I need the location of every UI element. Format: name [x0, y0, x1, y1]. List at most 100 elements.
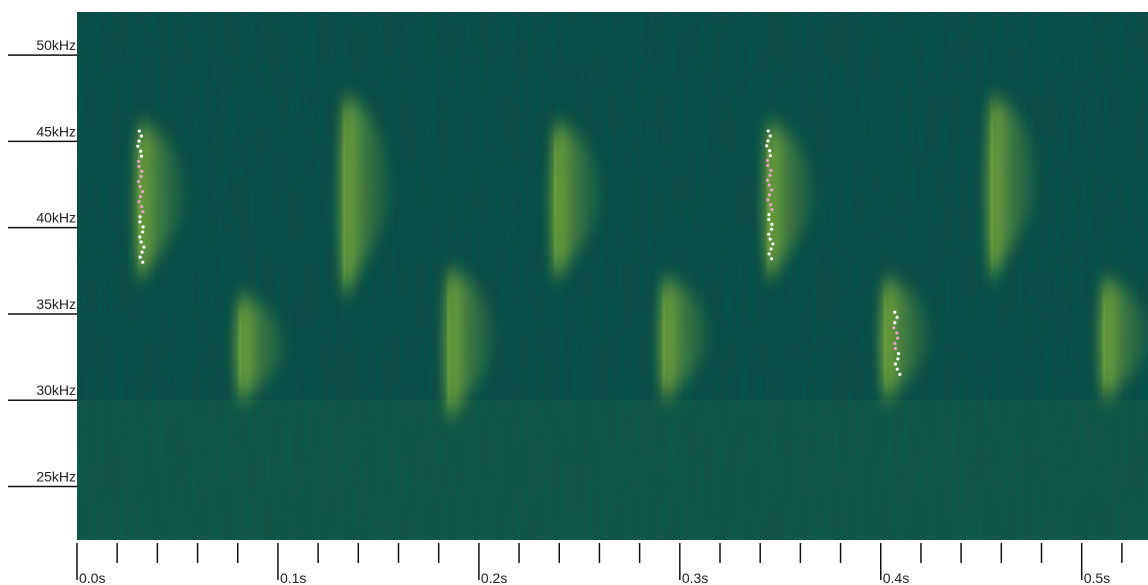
call-glow [236, 296, 290, 401]
low-band-tint [77, 400, 1148, 540]
y-tick-label: 30kHz [36, 382, 76, 398]
detection-point [139, 134, 143, 138]
detection-point [137, 164, 141, 168]
x-tick-label: 0.5s [1084, 570, 1110, 585]
detection-point [895, 315, 899, 320]
detection-point [141, 210, 145, 214]
detection-point [138, 235, 142, 239]
detection-point [893, 310, 897, 314]
detection-point [895, 331, 899, 335]
detection-point [766, 129, 770, 133]
call-glow [445, 270, 499, 418]
call-glow [1100, 279, 1148, 401]
detection-point [769, 203, 773, 207]
detection-point [769, 227, 774, 231]
detection-point [896, 336, 900, 340]
x-tick-label: 0.2s [481, 570, 507, 585]
detection-point [765, 144, 769, 148]
x-tick-label: 0.0s [79, 570, 105, 585]
time-axis-band [77, 540, 1148, 585]
call-ridge [553, 139, 558, 265]
detection-point [138, 215, 142, 219]
detection-point [766, 139, 770, 143]
detection-point [139, 149, 143, 153]
call-glow [552, 124, 606, 280]
detection-point [140, 250, 144, 254]
detection-point [768, 134, 772, 138]
detection-point [767, 212, 771, 217]
detection-point [137, 129, 141, 133]
detection-point [893, 362, 897, 366]
y-tick-label: 45kHz [36, 123, 76, 139]
detection-point [770, 222, 774, 226]
x-tick-label: 0.3s [682, 570, 708, 585]
call-glow [881, 279, 935, 401]
detection-point [142, 245, 146, 249]
detection-point [136, 159, 141, 163]
call-ridge [1101, 294, 1107, 386]
y-tick-label: 50kHz [36, 37, 76, 53]
detection-point [892, 326, 896, 330]
detection-point [139, 174, 143, 179]
detection-point [140, 205, 144, 209]
y-tick-label: 35kHz [36, 296, 76, 312]
detection [765, 129, 775, 261]
detection-point [770, 257, 774, 261]
call-glow [660, 279, 714, 401]
detection-point [768, 149, 772, 153]
detection-point [898, 372, 902, 376]
detection-point [137, 139, 141, 143]
detection-point [139, 154, 144, 158]
detection-point [136, 144, 140, 148]
detection-point [137, 200, 141, 204]
detection-point [767, 232, 771, 236]
detection-point [767, 193, 772, 197]
detection-point [140, 169, 144, 174]
call-ridge [766, 139, 771, 265]
detection-point [771, 242, 775, 246]
detection-point [766, 163, 770, 168]
detection [136, 129, 146, 264]
detection-point [768, 154, 773, 158]
detection-point [895, 367, 899, 371]
noise-texture [77, 12, 1148, 540]
detection-point [141, 225, 145, 229]
detection-point [766, 198, 770, 202]
call-ridge [661, 294, 667, 386]
call-ridge [342, 113, 347, 282]
detection-point [767, 252, 771, 256]
call-ridge [446, 285, 452, 403]
detection-point [138, 220, 142, 224]
call-glow [765, 124, 819, 280]
x-tick-label: 0.1s [280, 570, 306, 585]
detection-point [141, 260, 145, 264]
call-ridge [882, 294, 888, 386]
call-glow [136, 124, 190, 280]
call-glow [988, 98, 1042, 280]
detection [892, 310, 902, 376]
y-tick-label: 25kHz [36, 469, 76, 485]
call-ridge [237, 311, 243, 386]
detection-point [767, 183, 771, 187]
detection-point [896, 352, 901, 356]
detection-point [768, 237, 772, 241]
detection-point [768, 173, 772, 177]
detection-point [138, 184, 142, 189]
detection-point [896, 357, 900, 361]
call-glow [341, 98, 395, 297]
call-ridge [989, 113, 994, 265]
detection-point [767, 217, 771, 222]
y-tick-label: 40kHz [36, 210, 76, 226]
detection-point [141, 230, 145, 234]
detection-point [769, 247, 773, 251]
detection-point [770, 188, 774, 192]
detection-point [136, 179, 141, 184]
detection-point [141, 189, 145, 194]
detection-point [139, 240, 143, 244]
detection-point [893, 341, 897, 345]
detection-point [138, 195, 143, 199]
detection-point [769, 168, 773, 172]
detection-point [893, 346, 897, 351]
x-tick-label: 0.4s [883, 570, 909, 585]
